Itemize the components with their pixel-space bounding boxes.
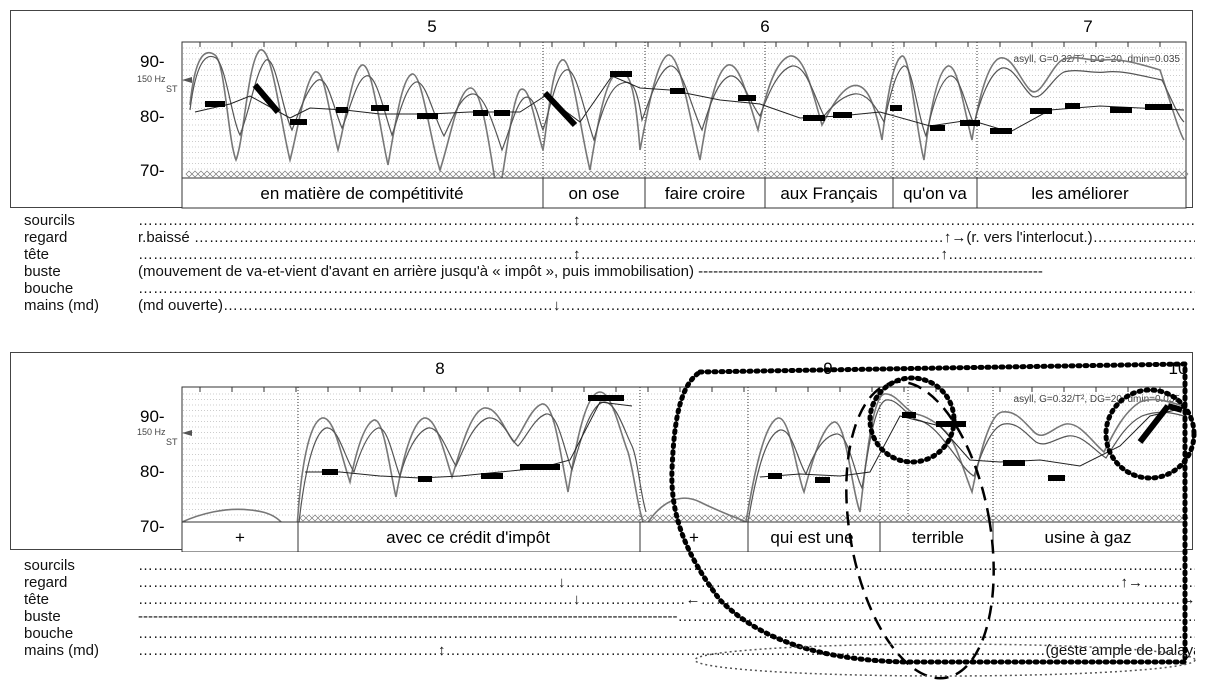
row-label-sourcils: sourcils bbox=[24, 212, 75, 229]
row-label-buste: buste bbox=[24, 263, 61, 280]
syllable-marks bbox=[185, 170, 1189, 178]
row-label-bouche: bouche bbox=[24, 625, 74, 642]
word-label: qui est une bbox=[770, 528, 853, 547]
row-annotation-regard: r.baissé …………………………………………………………………………………… bbox=[138, 230, 1195, 246]
freq-arrow-icon bbox=[182, 430, 192, 436]
row-label-tete: tête bbox=[24, 591, 50, 608]
highlight-ellipse-gesture bbox=[694, 643, 1196, 677]
row-label-buste: buste bbox=[24, 608, 61, 625]
stylized-tones bbox=[205, 71, 1172, 134]
word-tier-box bbox=[181, 521, 1187, 552]
row-label-tete: tête bbox=[24, 246, 50, 263]
word-label: faire croire bbox=[665, 184, 745, 203]
row-label-bouche: bouche bbox=[24, 280, 74, 297]
syllable-marks bbox=[299, 514, 1189, 522]
axis-tick-70: 70- bbox=[140, 517, 165, 536]
pitch-curve-mean bbox=[305, 401, 1185, 479]
word-label: + bbox=[235, 528, 245, 547]
row-label-regard: regard bbox=[24, 574, 68, 591]
row-annotation-tete: ……………………………………………………………………………↓…………………←……… bbox=[138, 592, 1195, 608]
stylized-tones bbox=[322, 395, 1183, 483]
row-label-mains: mains (md) bbox=[24, 642, 100, 659]
word-label: les améliorer bbox=[1031, 184, 1129, 203]
row-annotation-regard: …………………………………………………………………………↓……………………………… bbox=[138, 575, 1195, 591]
axis-tick-80: 80- bbox=[140, 462, 165, 481]
time-ticks bbox=[199, 387, 1161, 392]
highlight-circle-terrible bbox=[867, 375, 957, 465]
axis-tick-90: 90- bbox=[140, 407, 165, 426]
row-annotation-tete: ……………………………………………………………………………↕…………………………… bbox=[138, 247, 1195, 263]
segment-number-8: 8 bbox=[435, 359, 444, 378]
row-label-regard: regard bbox=[24, 229, 68, 246]
word-label: avec ce crédit d'impôt bbox=[386, 528, 550, 547]
row-annotation-sourcils: …………………………………………………………………………………………………………… bbox=[138, 558, 1195, 574]
word-label: qu'on va bbox=[903, 184, 967, 203]
highlight-circle-gaz bbox=[1103, 387, 1197, 481]
word-label: aux Français bbox=[780, 184, 877, 203]
pitch-contour-plot-1: 5 6 7 90- 80- 70- 150 Hz ST asyll, G=0.3… bbox=[137, 17, 1189, 210]
row-annotation-buste: ----------------------------------------… bbox=[138, 609, 1195, 625]
freq-label: 150 Hz bbox=[137, 74, 166, 84]
grid-lines bbox=[183, 393, 1185, 516]
word-label: usine à gaz bbox=[1045, 528, 1132, 547]
axis-tick-70: 70- bbox=[140, 161, 165, 180]
word-tier-dividers bbox=[542, 178, 978, 208]
word-label: + bbox=[689, 528, 699, 547]
row-label-sourcils: sourcils bbox=[24, 557, 75, 574]
time-ticks bbox=[199, 42, 1161, 47]
row-annotation-mains: (md ouverte)…………………………………………………………↓……………… bbox=[138, 298, 1195, 314]
word-label: on ose bbox=[568, 184, 619, 203]
axis-tick-90: 90- bbox=[140, 52, 165, 71]
word-label: terrible bbox=[912, 528, 964, 547]
grid-lines bbox=[183, 47, 1185, 170]
pitch-curve-smoothed bbox=[189, 56, 1185, 152]
row-annotation-bouche: …………………………………………………………………………………………………………… bbox=[138, 626, 1195, 642]
highlight-region-dotted bbox=[669, 361, 1188, 665]
pitch-curve-smoothed bbox=[297, 399, 1185, 533]
segment-number-6: 6 bbox=[760, 17, 769, 36]
st-label: ST bbox=[166, 437, 178, 447]
analysis-params: asyll, G=0.32/T², DG=20, dmin=0.035 bbox=[1014, 394, 1181, 405]
row-annotation-sourcils: ……………………………………………………………………………↕…………………………… bbox=[138, 213, 1195, 229]
row-annotation-bouche: …………………………………………………………………………………………………………… bbox=[138, 281, 1195, 297]
row-annotation-buste: (mouvement de va-et-vient d'avant en arr… bbox=[138, 264, 1043, 280]
st-label: ST bbox=[166, 84, 178, 94]
freq-label: 150 Hz bbox=[137, 427, 166, 437]
highlight-dashed-ellipse bbox=[845, 380, 995, 680]
pitch-contour-plot-2: 8 9 10 90- 80- 70- 150 Hz ST asyll, G=0.… bbox=[137, 359, 1189, 552]
segment-number-5: 5 bbox=[427, 17, 436, 36]
segment-number-7: 7 bbox=[1083, 17, 1092, 36]
word-label: en matière de compétitivité bbox=[260, 184, 463, 203]
freq-arrow-icon bbox=[182, 77, 192, 83]
word-tier-box bbox=[181, 177, 1187, 209]
axis-tick-80: 80- bbox=[140, 107, 165, 126]
row-label-mains: mains (md) bbox=[24, 297, 100, 314]
